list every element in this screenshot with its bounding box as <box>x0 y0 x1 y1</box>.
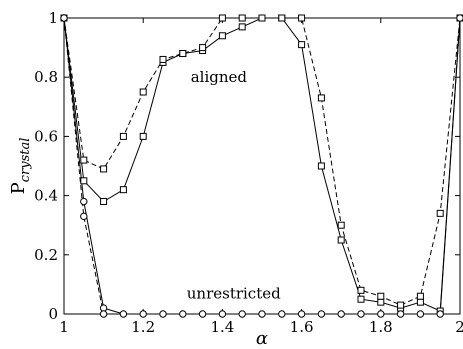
series-1-marker <box>218 14 226 22</box>
series-0-marker <box>80 177 88 185</box>
series-1-marker <box>397 301 405 309</box>
series-1-marker <box>298 14 306 22</box>
series-0-marker <box>357 295 365 303</box>
series-1-marker <box>337 221 345 229</box>
series-2-marker <box>80 197 88 206</box>
series-3-marker <box>80 212 88 221</box>
series-line-0 <box>63 17 461 312</box>
series-1-marker <box>357 286 365 294</box>
y-axis-label-main: P <box>8 182 29 194</box>
series-2-marker <box>436 310 444 318</box>
series-1-marker <box>100 165 108 173</box>
series-1-marker <box>80 156 88 164</box>
series-0-marker <box>100 198 108 206</box>
series-1-marker <box>436 209 444 217</box>
series-1-marker <box>179 50 187 58</box>
y-tick-label: 0.4 <box>34 187 58 205</box>
x-axis-label: α <box>256 328 268 349</box>
series-0-marker <box>119 186 127 194</box>
series-3-marker <box>60 14 68 22</box>
x-tick-label: 1.2 <box>131 318 155 336</box>
series-1-marker <box>377 292 385 300</box>
series-0-marker <box>298 41 306 49</box>
series-group <box>63 17 461 315</box>
annotation-unrestricted: unrestricted <box>187 284 281 302</box>
plot-frame <box>63 17 461 315</box>
y-tick-label: 1 <box>48 9 58 27</box>
ticks: 1 1.2 1.4 1.6 1.8 2 0 0.2 0.4 0.6 0.8 1 <box>34 9 463 336</box>
series-2-marker <box>258 310 266 318</box>
series-0-marker <box>337 236 345 244</box>
annotation-aligned: aligned <box>191 68 248 86</box>
series-1-marker <box>139 88 147 96</box>
series-2-marker <box>278 310 286 318</box>
series-1-marker <box>199 44 207 52</box>
x-tick-label: 1.4 <box>210 318 234 336</box>
series-2-marker <box>317 310 326 318</box>
series-2-marker <box>337 310 345 318</box>
y-axis-label: Pcrystal <box>8 138 33 195</box>
series-2-marker <box>119 310 128 318</box>
x-tick-label: 1.8 <box>369 318 393 336</box>
series-0-marker <box>238 23 246 31</box>
series-2-marker <box>456 14 463 22</box>
series-1-marker <box>416 292 424 300</box>
series-1-marker <box>159 55 167 63</box>
series-line-3 <box>63 17 105 315</box>
x-tick-label: 1.6 <box>290 318 314 336</box>
y-axis-label-sub: crystal <box>18 138 33 183</box>
annotations-group: aligned unrestricted <box>187 68 281 302</box>
series-0-marker <box>139 132 147 140</box>
series-2-marker <box>238 310 246 318</box>
series-0-marker <box>317 162 325 170</box>
series-2-marker <box>218 310 227 318</box>
series-1-marker <box>317 94 325 102</box>
series-2-marker <box>396 310 405 318</box>
series-2-marker <box>198 310 207 318</box>
series-line-1 <box>63 17 461 306</box>
series-2-marker <box>416 310 425 318</box>
series-0-marker <box>218 32 226 40</box>
y-tick-label: 0.6 <box>34 127 58 145</box>
svg-text:Pcrystal: Pcrystal <box>8 138 33 195</box>
y-tick-label: 0.8 <box>34 68 58 86</box>
series-2-marker <box>139 310 147 318</box>
series-2-marker <box>357 310 365 318</box>
series-2-marker <box>297 310 306 318</box>
series-2-marker <box>179 310 187 318</box>
x-tick-label: 2 <box>455 318 463 336</box>
series-0-marker <box>377 298 385 306</box>
series-3-marker <box>99 310 108 318</box>
y-tick-label: 0 <box>48 305 58 323</box>
series-1-marker <box>238 14 246 22</box>
series-1-marker <box>278 14 286 22</box>
markers-group <box>60 14 463 318</box>
series-1-marker <box>258 14 266 22</box>
x-tick-label: 1 <box>59 318 69 336</box>
series-2-marker <box>377 310 385 318</box>
series-1-marker <box>119 132 127 140</box>
y-tick-label: 0.2 <box>34 246 58 264</box>
series-line-2 <box>63 17 461 315</box>
series-2-marker <box>159 310 167 318</box>
series-0-marker <box>416 298 424 306</box>
